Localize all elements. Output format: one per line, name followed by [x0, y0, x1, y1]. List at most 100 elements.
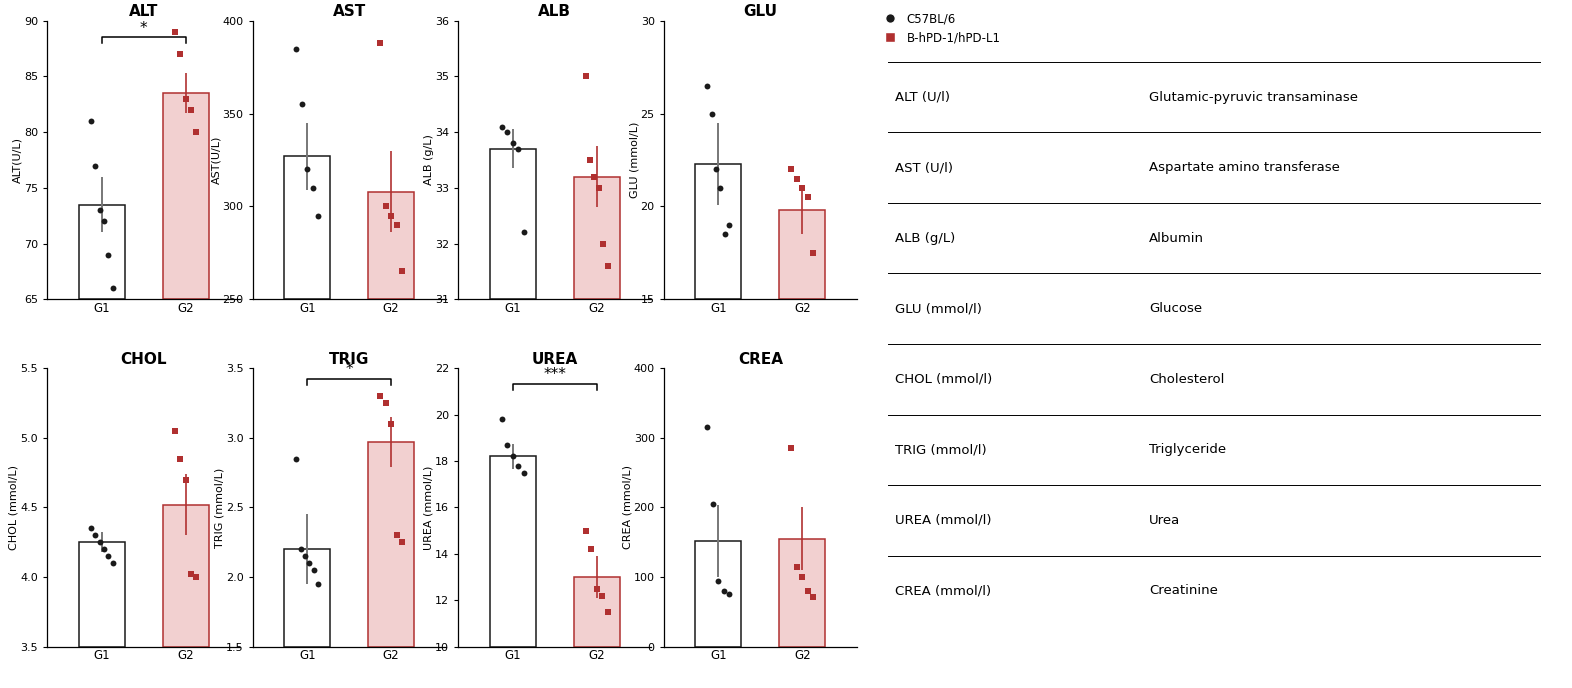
Point	[292, 550, 318, 561]
Point	[302, 565, 327, 576]
Point	[384, 219, 409, 230]
Point	[162, 425, 187, 436]
Point	[511, 467, 536, 478]
Point	[577, 154, 602, 165]
Text: Aspartate amino transferase: Aspartate amino transferase	[1149, 161, 1339, 174]
Bar	[79, 204, 124, 299]
Text: *: *	[346, 363, 354, 378]
Point	[96, 249, 121, 260]
Point	[795, 191, 821, 202]
Y-axis label: UREA (mmol/L): UREA (mmol/L)	[423, 465, 434, 550]
Text: UREA (mmol/l): UREA (mmol/l)	[894, 514, 992, 527]
Point	[700, 498, 725, 509]
Point	[305, 579, 330, 590]
Title: GLU: GLU	[744, 5, 777, 19]
Point	[86, 537, 112, 548]
Point	[300, 182, 325, 193]
Point	[489, 413, 514, 424]
Point	[574, 71, 599, 82]
Bar	[490, 149, 536, 299]
Point	[379, 211, 404, 222]
Point	[179, 105, 204, 116]
Title: ALT: ALT	[129, 5, 159, 19]
Point	[288, 544, 313, 555]
Point	[168, 49, 193, 60]
Point	[800, 591, 825, 602]
Point	[373, 201, 398, 212]
Point	[700, 108, 725, 119]
Point	[101, 558, 126, 569]
Title: CREA: CREA	[737, 352, 783, 367]
Point	[717, 589, 742, 600]
Y-axis label: CREA (mmol/L): CREA (mmol/L)	[623, 465, 632, 550]
Bar	[285, 156, 330, 299]
Bar	[368, 442, 413, 647]
Point	[574, 525, 599, 536]
Y-axis label: ALT(U/L): ALT(U/L)	[13, 137, 22, 183]
Title: AST: AST	[333, 5, 366, 19]
Text: ALT (U/l): ALT (U/l)	[894, 91, 949, 104]
Text: *: *	[140, 21, 148, 36]
Point	[79, 523, 104, 534]
Bar	[285, 549, 330, 647]
Point	[778, 164, 803, 175]
Point	[168, 453, 193, 464]
Point	[500, 451, 525, 462]
Point	[368, 37, 393, 48]
Title: TRIG: TRIG	[329, 352, 369, 367]
Bar	[780, 539, 825, 647]
Text: Urea: Urea	[1149, 514, 1181, 527]
Y-axis label: TRIG (mmol/L): TRIG (mmol/L)	[214, 467, 225, 548]
Point	[711, 585, 736, 596]
Point	[511, 227, 536, 238]
Text: CHOL (mmol/l): CHOL (mmol/l)	[894, 373, 992, 386]
Point	[305, 211, 330, 222]
Text: ALB (g/L): ALB (g/L)	[894, 232, 954, 245]
Point	[712, 228, 737, 240]
Y-axis label: GLU (mmol/L): GLU (mmol/L)	[629, 122, 640, 198]
Point	[390, 537, 415, 548]
Y-axis label: AST(U/L): AST(U/L)	[211, 136, 222, 184]
Bar	[162, 93, 209, 299]
Text: Cholesterol: Cholesterol	[1149, 373, 1225, 386]
Point	[594, 260, 619, 271]
Text: GLU (mmol/l): GLU (mmol/l)	[894, 302, 981, 315]
Point	[778, 442, 803, 453]
Point	[695, 80, 720, 91]
Point	[285, 453, 310, 464]
Point	[590, 590, 615, 601]
Title: CHOL: CHOL	[121, 352, 167, 367]
Point	[704, 164, 729, 175]
Point	[591, 238, 616, 249]
Point	[795, 585, 821, 596]
Point	[789, 182, 814, 193]
Point	[717, 219, 742, 230]
Point	[384, 530, 409, 541]
Point	[582, 171, 607, 182]
Text: TRIG (mmol/l): TRIG (mmol/l)	[894, 443, 986, 456]
Point	[586, 182, 612, 193]
Text: Triglyceride: Triglyceride	[1149, 443, 1226, 456]
Point	[506, 460, 531, 471]
Title: UREA: UREA	[531, 352, 578, 367]
Text: AST (U/l): AST (U/l)	[894, 161, 953, 174]
Point	[495, 439, 520, 450]
Title: ALB: ALB	[538, 5, 571, 19]
Point	[91, 544, 116, 555]
Bar	[574, 577, 619, 647]
Point	[495, 127, 520, 138]
Point	[784, 173, 810, 184]
Bar	[79, 542, 124, 647]
Point	[79, 116, 104, 127]
Bar	[368, 191, 413, 299]
Point	[173, 93, 198, 104]
Point	[506, 143, 531, 154]
Point	[500, 138, 525, 149]
Point	[390, 266, 415, 277]
Text: Creatinine: Creatinine	[1149, 584, 1218, 597]
Text: Albumin: Albumin	[1149, 232, 1204, 245]
Point	[789, 572, 814, 583]
Point	[585, 583, 610, 594]
Point	[91, 216, 116, 227]
Bar	[490, 456, 536, 647]
